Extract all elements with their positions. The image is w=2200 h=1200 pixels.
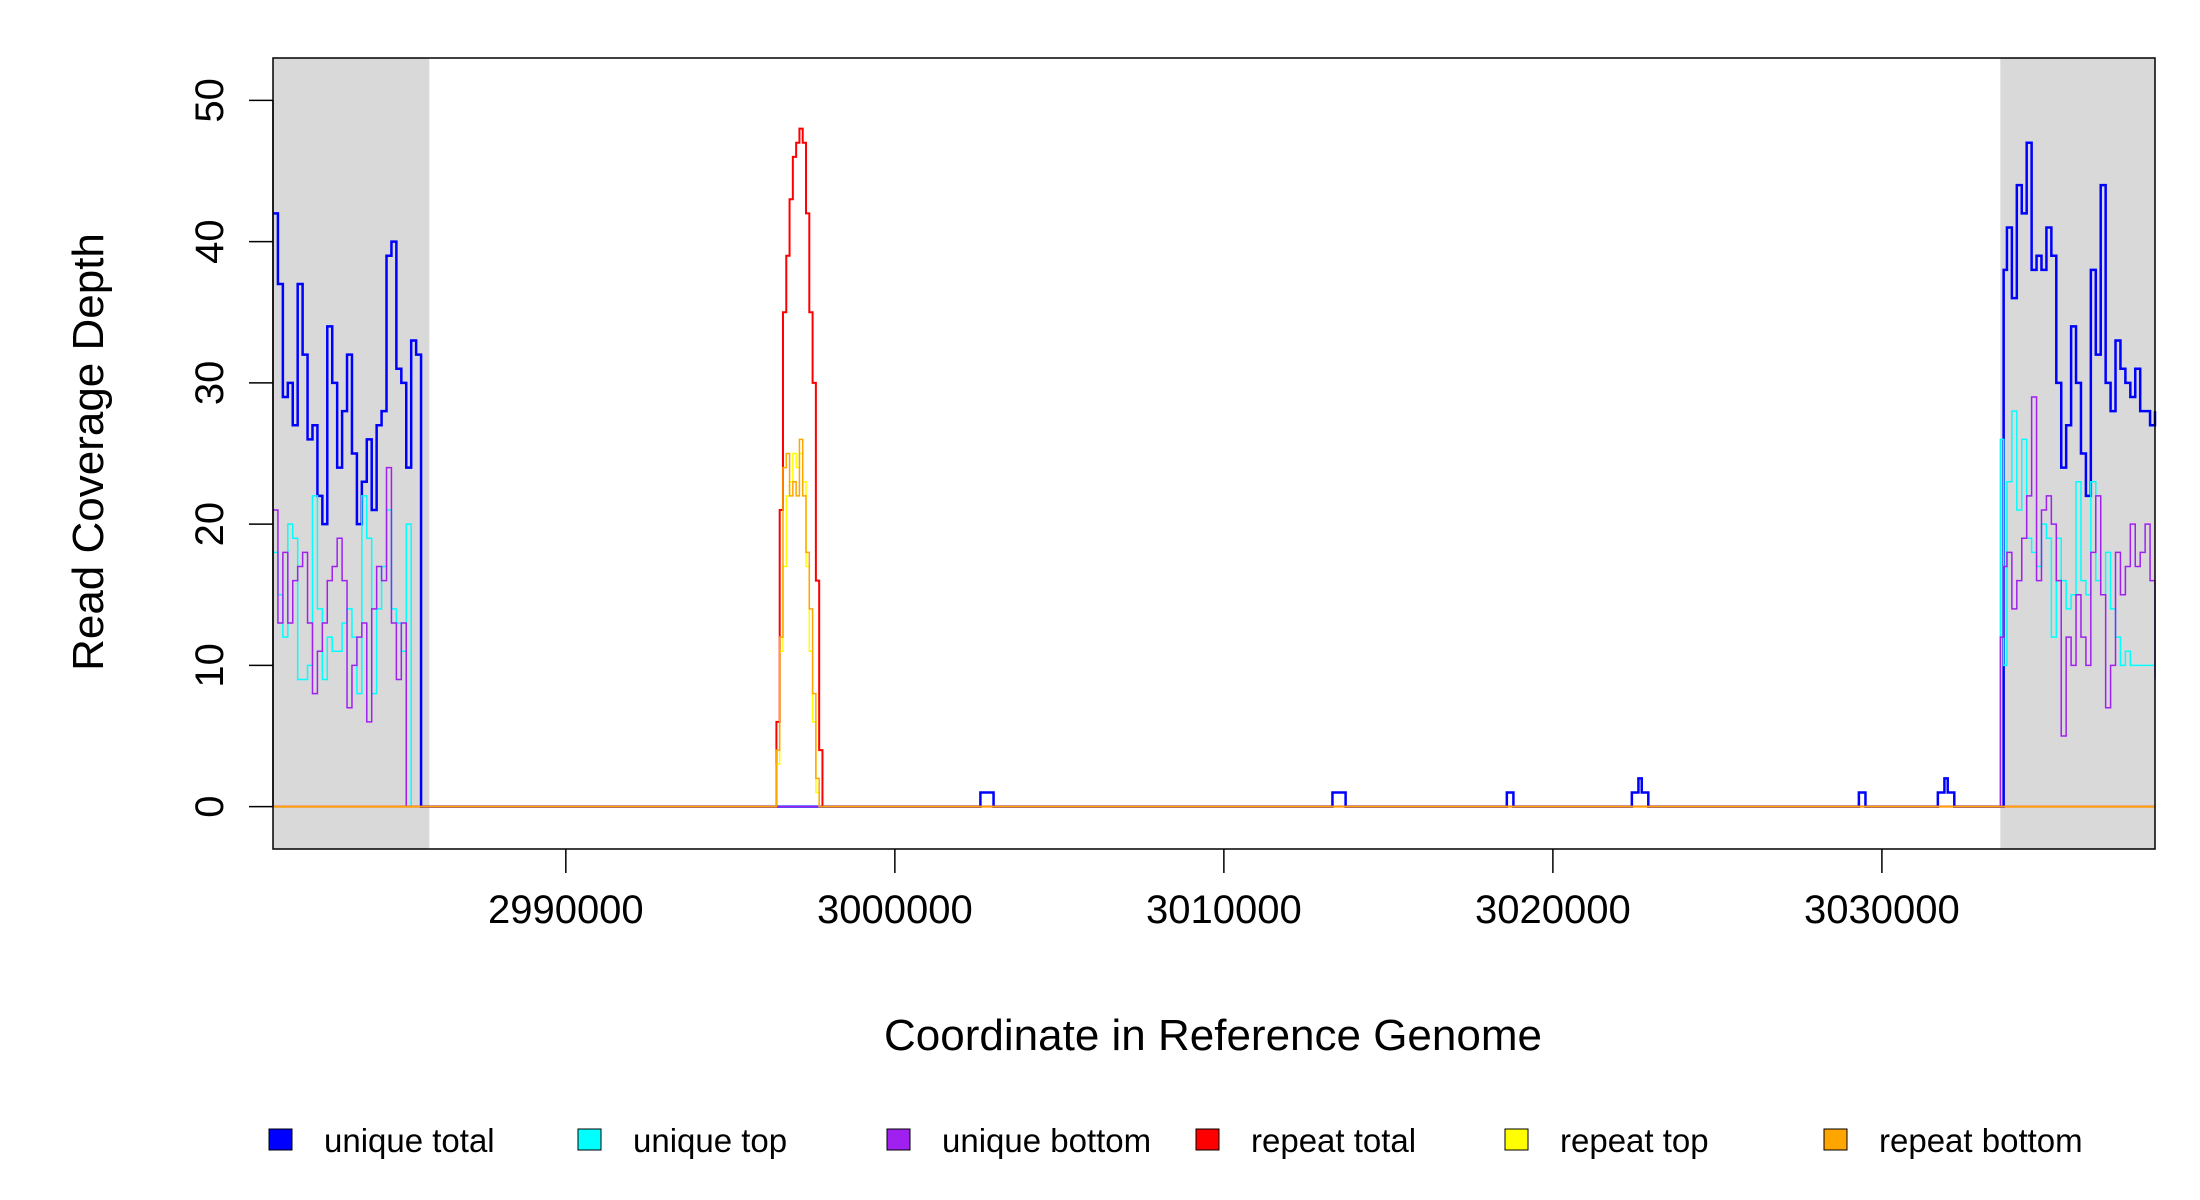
x-axis: 2990000 3000000 3010000 3020000 3030000 [488, 849, 1960, 932]
shaded-regions [273, 58, 2155, 849]
y-tick-label-3: 30 [188, 361, 232, 406]
series-unique-bottom [273, 396, 2156, 808]
x-tick-label-0: 2990000 [488, 888, 644, 932]
legend-swatch-unique-top [577, 1128, 602, 1151]
y-tick-label-5: 50 [188, 78, 232, 123]
y-tick-label-2: 20 [188, 502, 232, 547]
plot-frame [272, 57, 2156, 850]
legend-swatch-repeat-top [1504, 1128, 1529, 1151]
y-axis: 0 10 20 30 40 50 [188, 78, 274, 818]
x-tick-label-3: 3020000 [1475, 888, 1631, 932]
series-repeat-top [273, 452, 2155, 808]
series-repeat-total [273, 127, 2155, 808]
y-tick-label-0: 0 [188, 796, 232, 818]
y-tick-label-4: 40 [188, 219, 232, 264]
y-tick-label-1: 10 [188, 643, 232, 688]
x-tick-label-4: 3030000 [1804, 888, 1960, 932]
legend-swatch-unique-bottom [886, 1128, 911, 1151]
legend-label-unique-top: unique top [633, 1122, 787, 1159]
y-axis-title: Read Coverage Depth [64, 233, 113, 671]
legend-label-repeat-bottom: repeat bottom [1879, 1122, 2083, 1159]
legend-label-repeat-total: repeat total [1251, 1122, 1416, 1159]
legend-label-unique-total: unique total [324, 1122, 495, 1159]
x-tick-label-2: 3010000 [1146, 888, 1302, 932]
legend-swatch-unique-total [268, 1128, 293, 1151]
legend-swatch-repeat-total [1195, 1128, 1220, 1151]
shaded-region-1 [2000, 58, 2155, 849]
legend-label-unique-bottom: unique bottom [942, 1122, 1151, 1159]
series-repeat-bottom [273, 438, 2155, 808]
legend-swatch-repeat-bottom [1823, 1128, 1848, 1151]
series-unique-total [273, 141, 2157, 808]
x-axis-title: Coordinate in Reference Genome [884, 1011, 1542, 1060]
series-lines [273, 127, 2157, 808]
x-tick-label-1: 3000000 [817, 888, 973, 932]
legend-label-repeat-top: repeat top [1560, 1122, 1709, 1159]
series-unique-top [273, 410, 2155, 808]
legend: unique total unique top unique bottom repea… [268, 1122, 2083, 1159]
